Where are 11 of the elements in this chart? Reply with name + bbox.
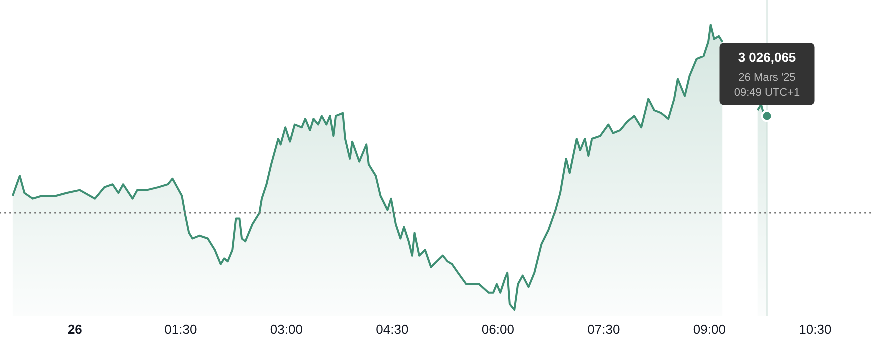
annotation: 26 Mars '25 — [738, 72, 796, 84]
x-tick-label: 10:30 — [799, 322, 832, 337]
x-tick-label: 06:00 — [482, 322, 514, 337]
x-tick-label: 07:30 — [588, 322, 620, 337]
x-tick-label: 04:30 — [376, 322, 409, 337]
x-tick-label: 26 — [68, 322, 82, 337]
x-tick-label: 03:00 — [270, 322, 303, 337]
annotation: 3 026,065 — [738, 50, 796, 66]
annotation: 09:49 UTC+1 — [734, 87, 800, 100]
x-tick-label: 01:30 — [164, 322, 198, 337]
x-tick-label: 09:00 — [693, 322, 726, 337]
